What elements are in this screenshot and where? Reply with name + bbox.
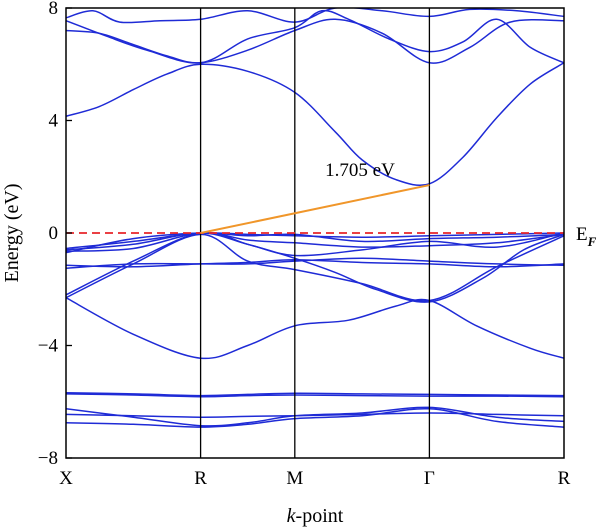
- band-line-1: [66, 62, 564, 187]
- band-line-3: [66, 9, 564, 64]
- x-tick-label-3: Γ: [424, 468, 435, 489]
- bands-layer: [66, 8, 564, 428]
- x-axis-title: k-point: [287, 505, 344, 527]
- x-tick-label-2: M: [286, 468, 303, 489]
- y-tick-label-0: 8: [49, 0, 59, 19]
- x-axis-title-rest: -point: [296, 505, 344, 527]
- x-tick-label-4: R: [558, 468, 571, 489]
- x-axis-title-italic: k: [287, 505, 297, 527]
- y-ticks: 8 4 0 −4 −8: [38, 0, 72, 469]
- fermi-label: EF: [576, 224, 597, 249]
- y-axis-title: Energy (eV): [1, 183, 23, 282]
- band-gap-label: 1.705 eV: [325, 160, 395, 181]
- band-line-2: [66, 18, 564, 64]
- fermi-label-main: E: [576, 224, 588, 245]
- y-tick-label-3: −4: [38, 336, 59, 357]
- y-tick-label-1: 4: [49, 111, 59, 132]
- band-gap-line: [200, 184, 430, 234]
- y-tick-label-4: −8: [38, 448, 58, 469]
- x-tick-label-0: X: [59, 468, 73, 489]
- fermi-label-sub: F: [587, 234, 597, 249]
- y-tick-label-2: 0: [49, 223, 59, 244]
- band-line-7: [66, 231, 564, 303]
- band-line-10: [66, 232, 564, 253]
- band-line-5: [66, 297, 564, 360]
- x-tick-label-1: R: [194, 468, 207, 489]
